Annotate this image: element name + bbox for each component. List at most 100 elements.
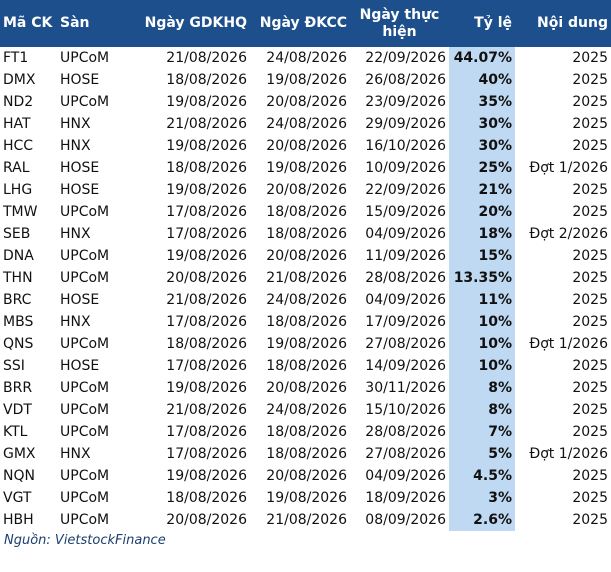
table-cell: 28/08/2026 [365, 270, 446, 286]
table-cell: 18/08/2026 [266, 204, 347, 220]
table-cell: 10% [449, 333, 515, 355]
table-cell: UPCoM [60, 248, 110, 264]
table-cell: 2025 [572, 402, 608, 418]
table-cell: 27/08/2026 [365, 446, 446, 462]
table-cell: 2025 [572, 248, 608, 264]
table-cell: 17/08/2026 [166, 358, 247, 374]
table-cell: 10% [449, 311, 515, 333]
table-cell: SSI [3, 358, 25, 374]
table-cell: 19/08/2026 [266, 160, 347, 176]
table-cell: 2025 [572, 94, 608, 110]
table-cell: KTL [3, 424, 28, 440]
table-cell: 40% [449, 69, 515, 91]
table-cell: 21/08/2026 [166, 402, 247, 418]
table-row: HAT HNX 21/08/2026 24/08/2026 29/09/2026 30% 2… [0, 113, 611, 135]
table-cell: 35% [449, 91, 515, 113]
table-cell: UPCoM [60, 512, 110, 528]
table-cell: UPCoM [60, 402, 110, 418]
table-cell: 2.6% [449, 509, 515, 531]
table-row: GMX HNX 17/08/2026 18/08/2026 27/08/2026 5% Đợ… [0, 443, 611, 465]
table-cell: ND2 [3, 94, 34, 110]
table-cell: 8% [449, 399, 515, 421]
table-cell: 30/11/2026 [365, 380, 446, 396]
table-cell: HOSE [60, 292, 100, 308]
table-cell: 21/08/2026 [266, 270, 347, 286]
table-cell: 17/08/2026 [166, 204, 247, 220]
table-cell: 21/08/2026 [266, 512, 347, 528]
table-cell: 2025 [572, 50, 608, 66]
table-cell: UPCoM [60, 270, 110, 286]
table-cell: 19/08/2026 [266, 490, 347, 506]
table-cell: 17/08/2026 [166, 424, 247, 440]
table-cell: Đợt 1/2026 [529, 336, 608, 352]
table-cell: 04/09/2026 [365, 468, 446, 484]
table-cell: 2025 [572, 380, 608, 396]
table-cell: 4.5% [449, 465, 515, 487]
table-cell: 20/08/2026 [266, 94, 347, 110]
table-cell: HNX [60, 226, 91, 242]
table-row: THN UPCoM 20/08/2026 21/08/2026 28/08/2026 13… [0, 267, 611, 289]
table-cell: VGT [3, 490, 32, 506]
table-cell: UPCoM [60, 94, 110, 110]
table-cell: 24/08/2026 [266, 50, 347, 66]
table-cell: 20/08/2026 [266, 380, 347, 396]
table-cell: 21/08/2026 [166, 292, 247, 308]
table-cell: VDT [3, 402, 32, 418]
table-cell: 04/09/2026 [365, 292, 446, 308]
table-cell: RAL [3, 160, 30, 176]
table-cell: 18/08/2026 [166, 160, 247, 176]
table-cell: 19/08/2026 [166, 468, 247, 484]
table-cell: HOSE [60, 358, 100, 374]
table-row: LHG HOSE 19/08/2026 20/08/2026 22/09/2026 21%… [0, 179, 611, 201]
table-cell: SEB [3, 226, 31, 242]
table-cell: 15/10/2026 [365, 402, 446, 418]
table-cell: 20/08/2026 [266, 248, 347, 264]
table-cell: NQN [3, 468, 35, 484]
table-cell: HAT [3, 116, 31, 132]
table-cell: 22/09/2026 [365, 182, 446, 198]
table-row: RAL HOSE 18/08/2026 19/08/2026 10/09/2026 25%… [0, 157, 611, 179]
table-cell: 18/08/2026 [266, 424, 347, 440]
table-cell: 5% [449, 443, 515, 465]
table-row: BRR UPCoM 19/08/2026 20/08/2026 30/11/2026 8%… [0, 377, 611, 399]
table-cell: 17/08/2026 [166, 314, 247, 330]
table-row: VGT UPCoM 18/08/2026 19/08/2026 18/09/2026 3%… [0, 487, 611, 509]
table-cell: 29/09/2026 [365, 116, 446, 132]
table-cell: 8% [449, 377, 515, 399]
table-cell: 20/08/2026 [166, 270, 247, 286]
table-cell: 19/08/2026 [166, 94, 247, 110]
table-cell: 19/08/2026 [166, 182, 247, 198]
table-cell: DMX [3, 72, 36, 88]
table-cell: 18/08/2026 [166, 490, 247, 506]
table-cell: 26/08/2026 [365, 72, 446, 88]
table-cell: TMW [3, 204, 38, 220]
table-row: SEB HNX 17/08/2026 18/08/2026 04/09/2026 18% Đ… [0, 223, 611, 245]
table-row: TMW UPCoM 17/08/2026 18/08/2026 15/09/2026 20… [0, 201, 611, 223]
table-cell: FT1 [3, 50, 29, 66]
table-cell: 15/09/2026 [365, 204, 446, 220]
table-cell: Đợt 1/2026 [529, 446, 608, 462]
table-cell: 20/08/2026 [266, 138, 347, 154]
source-note: Nguồn: VietstockFinance [4, 533, 166, 548]
table-row: NQN UPCoM 19/08/2026 20/08/2026 04/09/2026 4.… [0, 465, 611, 487]
table-cell: 30% [449, 135, 515, 157]
table-cell: 04/09/2026 [365, 226, 446, 242]
table-cell: Đợt 2/2026 [529, 226, 608, 242]
table-cell: MBS [3, 314, 34, 330]
table-cell: HOSE [60, 72, 100, 88]
table-row: ND2 UPCoM 19/08/2026 20/08/2026 23/09/2026 35… [0, 91, 611, 113]
table-cell: 24/08/2026 [266, 292, 347, 308]
table-cell: 16/10/2026 [365, 138, 446, 154]
table-cell: 2025 [572, 512, 608, 528]
table-cell: 24/08/2026 [266, 116, 347, 132]
table-cell: 21/08/2026 [166, 116, 247, 132]
table-cell: 19/08/2026 [166, 380, 247, 396]
table-cell: BRR [3, 380, 33, 396]
table-cell: LHG [3, 182, 33, 198]
table-cell: HNX [60, 138, 91, 154]
table-cell: 25% [449, 157, 515, 179]
table-cell: 2025 [572, 490, 608, 506]
table-cell: 2025 [572, 424, 608, 440]
table-cell: 2025 [572, 204, 608, 220]
